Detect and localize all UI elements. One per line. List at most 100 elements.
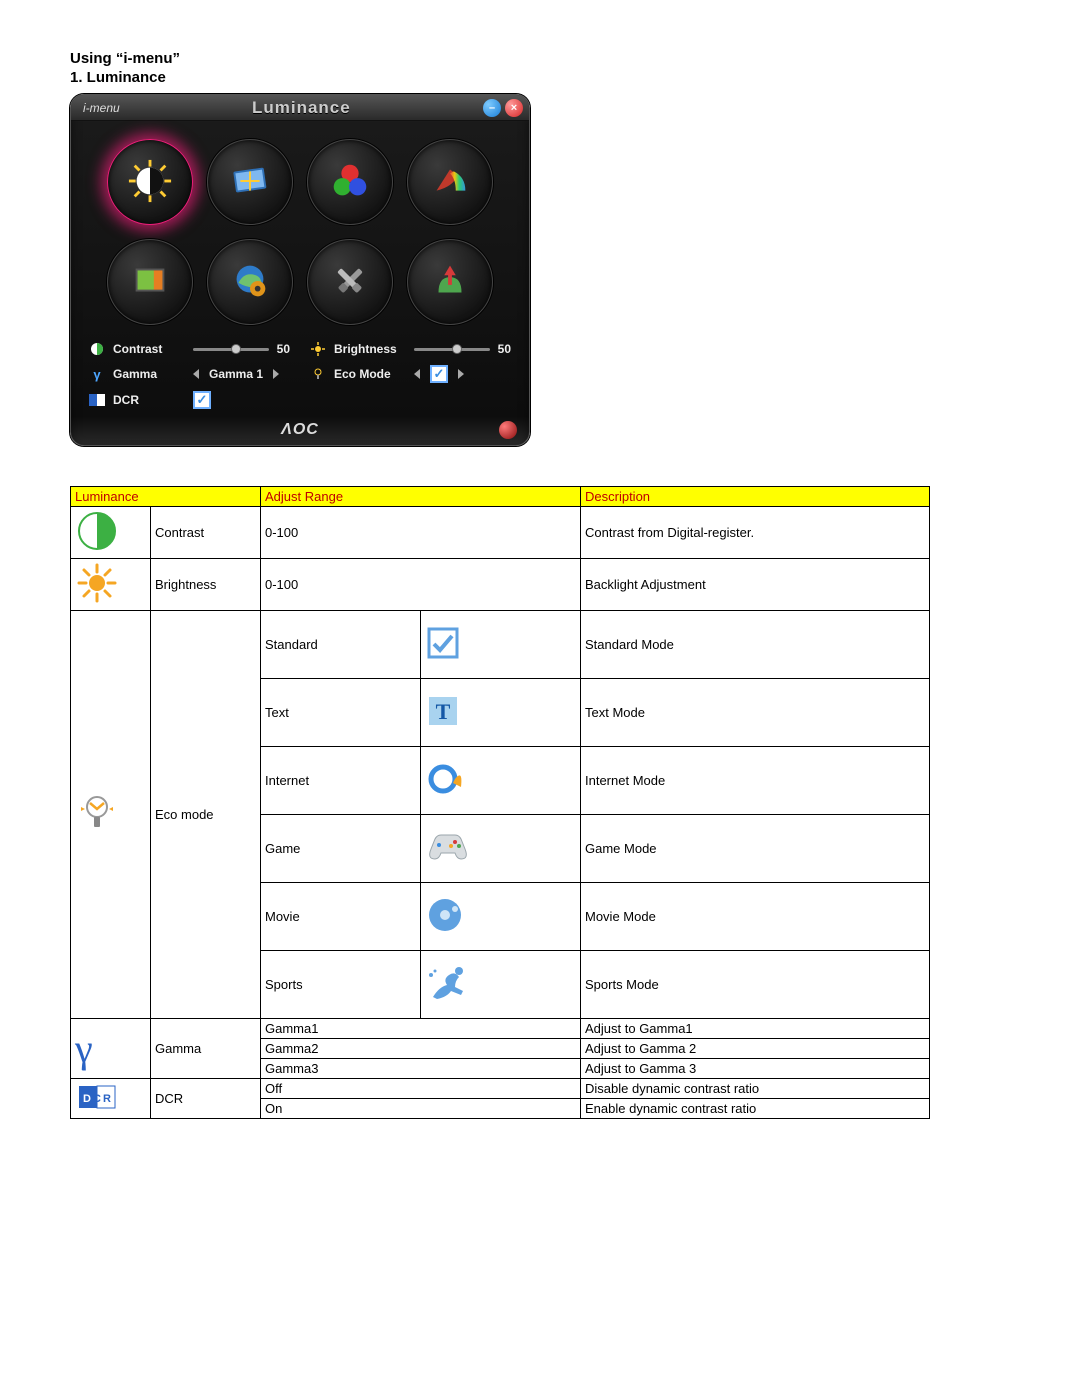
cell: Gamma3 xyxy=(261,1059,581,1079)
chevron-left-icon[interactable] xyxy=(414,369,420,379)
cell: Adjust to Gamma 3 xyxy=(581,1059,930,1079)
luminance-table: Luminance Adjust Range Description Contr… xyxy=(70,486,930,1119)
color-temp-icon xyxy=(327,158,373,207)
brightness-slider[interactable] xyxy=(414,348,490,351)
cell: Adjust to Gamma1 xyxy=(581,1019,930,1039)
setting-contrast: Contrast 50 xyxy=(89,341,290,357)
row-gamma-1: γ Gamma Gamma1 Adjust to Gamma1 xyxy=(71,1019,930,1039)
movie-mode-icon xyxy=(421,883,581,951)
osd-app-name: i-menu xyxy=(83,101,120,115)
cell: Enable dynamic contrast ratio xyxy=(581,1099,930,1119)
setting-brightness: Brightness 50 xyxy=(310,341,511,357)
internet-mode-icon xyxy=(421,747,581,815)
cell: On xyxy=(261,1099,581,1119)
th-desc: Description xyxy=(581,487,930,507)
cell: Text xyxy=(261,679,421,747)
row-brightness: Brightness 0-100 Backlight Adjustment xyxy=(71,559,930,611)
text-mode-icon: T xyxy=(421,679,581,747)
cell: Internet xyxy=(261,747,421,815)
eco-value-standard-icon xyxy=(430,365,448,383)
setting-eco: Eco Mode xyxy=(310,365,511,383)
osd-settings-grid: Contrast 50 Brightness 50 γ Gamma Gamma … xyxy=(71,335,529,417)
dcr-icon xyxy=(89,392,105,408)
setting-label: DCR xyxy=(113,393,185,407)
doc-subheading: 1. Luminance xyxy=(70,69,1010,86)
row-contrast: Contrast 0-100 Contrast from Digital-reg… xyxy=(71,507,930,559)
gamma-stepper[interactable]: Gamma 1 xyxy=(193,367,279,381)
setting-gamma: γ Gamma Gamma 1 xyxy=(89,365,290,383)
osd-footer: ΛOC xyxy=(71,417,529,445)
cell: Contrast from Digital-register. xyxy=(581,507,930,559)
cell: Contrast xyxy=(151,507,261,559)
menu-luminance[interactable] xyxy=(107,139,193,225)
setting-label: Contrast xyxy=(113,342,185,356)
brand-logo: ΛOC xyxy=(101,421,499,439)
chevron-right-icon[interactable] xyxy=(458,369,464,379)
menu-picture-boost[interactable] xyxy=(107,239,193,325)
chevron-left-icon[interactable] xyxy=(193,369,199,379)
row-dcr-off: DCR DCR Off Disable dynamic contrast rat… xyxy=(71,1079,930,1099)
cell: Eco mode xyxy=(151,611,261,1019)
cell: Gamma1 xyxy=(261,1019,581,1039)
cell: Text Mode xyxy=(581,679,930,747)
luminance-icon xyxy=(127,158,173,207)
setting-label: Gamma xyxy=(113,367,185,381)
menu-extra[interactable] xyxy=(307,239,393,325)
menu-osd-setup[interactable] xyxy=(207,239,293,325)
image-setup-icon xyxy=(227,158,273,207)
cell: Standard xyxy=(261,611,421,679)
cell: Backlight Adjustment xyxy=(581,559,930,611)
doc-heading: Using “i-menu” xyxy=(70,50,1010,67)
eco-stepper[interactable] xyxy=(414,365,464,383)
standard-mode-icon xyxy=(421,611,581,679)
cell: Sports xyxy=(261,951,421,1019)
row-eco-standard: Eco mode Standard Standard Mode xyxy=(71,611,930,679)
brightness-icon xyxy=(310,341,326,357)
cell: Standard Mode xyxy=(581,611,930,679)
contrast-icon xyxy=(89,341,105,357)
brightness-row-icon xyxy=(71,559,151,611)
table-header-row: Luminance Adjust Range Description xyxy=(71,487,930,507)
contrast-row-icon xyxy=(71,507,151,559)
svg-text:T: T xyxy=(436,699,451,724)
menu-color-temp[interactable] xyxy=(307,139,393,225)
cell: Adjust to Gamma 2 xyxy=(581,1039,930,1059)
cell: Brightness xyxy=(151,559,261,611)
setting-label: Brightness xyxy=(334,342,406,356)
th-range: Adjust Range xyxy=(261,487,581,507)
osd-icon-grid xyxy=(71,121,529,335)
color-boost-icon xyxy=(427,158,473,207)
osd-titlebar: i-menu Luminance – × xyxy=(71,95,529,121)
osd-setup-icon xyxy=(227,258,273,307)
gamma-icon: γ xyxy=(89,366,105,382)
osd-panel: i-menu Luminance – × xyxy=(70,94,530,446)
contrast-slider[interactable] xyxy=(193,348,269,351)
cell: Movie Mode xyxy=(581,883,930,951)
cell: Internet Mode xyxy=(581,747,930,815)
menu-image-setup[interactable] xyxy=(207,139,293,225)
eco-icon xyxy=(310,366,326,382)
cell: Game xyxy=(261,815,421,883)
cell: Off xyxy=(261,1079,581,1099)
contrast-value: 50 xyxy=(277,342,290,356)
menu-exit[interactable] xyxy=(407,239,493,325)
dcr-row-icon: DCR xyxy=(71,1079,151,1119)
exit-icon xyxy=(427,258,473,307)
menu-color-boost[interactable] xyxy=(407,139,493,225)
chevron-right-icon[interactable] xyxy=(273,369,279,379)
svg-text:C: C xyxy=(93,1093,101,1105)
minimize-button[interactable]: – xyxy=(483,99,501,117)
close-button[interactable]: × xyxy=(505,99,523,117)
cell: 0-100 xyxy=(261,507,581,559)
osd-title: Luminance xyxy=(252,98,351,118)
picture-boost-icon xyxy=(127,258,173,307)
cell: Sports Mode xyxy=(581,951,930,1019)
eco-row-icon xyxy=(71,611,151,1019)
brightness-value: 50 xyxy=(498,342,511,356)
cell: Game Mode xyxy=(581,815,930,883)
power-icon[interactable] xyxy=(499,421,517,439)
cell: DCR xyxy=(151,1079,261,1119)
dcr-checkbox[interactable] xyxy=(193,391,211,409)
extra-icon xyxy=(327,258,373,307)
cell: Disable dynamic contrast ratio xyxy=(581,1079,930,1099)
